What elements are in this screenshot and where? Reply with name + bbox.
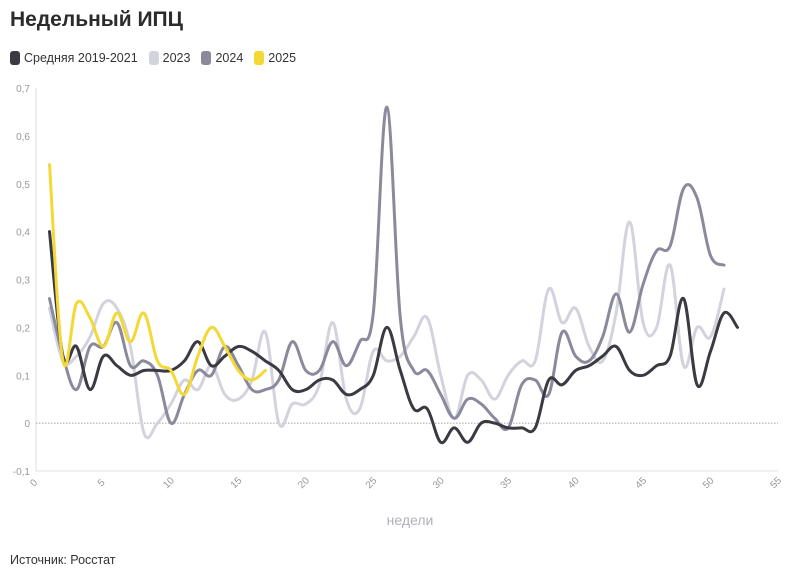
series-line-2025	[48, 163, 267, 396]
grid-layer	[35, 88, 778, 472]
x-tick-label: 20	[296, 475, 312, 491]
legend-item-2025: 2025	[254, 51, 296, 65]
series-line-2024	[48, 105, 726, 432]
x-tick-label: 35	[499, 475, 515, 491]
x-tick-label: 5	[96, 477, 108, 489]
y-tick-label: 0,3	[16, 276, 30, 287]
source-note: Источник: Росстат	[10, 553, 116, 567]
tick-layer: -0,100,10,20,30,40,50,60,70 5 10 15 20 25 30 35…	[13, 84, 785, 491]
x-tick-label: 40	[566, 475, 582, 491]
legend: Средняя 2019-2021 2023 2024 2025	[10, 51, 307, 65]
x-tick-label: 15	[229, 475, 245, 491]
legend-label-2023: 2023	[162, 51, 191, 65]
x-tick-label: 25	[364, 475, 380, 491]
legend-swatch-2024	[201, 51, 212, 65]
legend-label-2025: 2025	[268, 51, 297, 65]
legend-label-2024: 2024	[215, 51, 244, 65]
legend-swatch-2023	[148, 51, 159, 65]
y-tick-label: 0,4	[16, 228, 30, 239]
series-layer	[48, 105, 739, 445]
legend-item-2023: 2023	[148, 51, 191, 65]
y-tick-label: 0,7	[16, 84, 30, 95]
legend-swatch-avg	[10, 51, 20, 65]
y-tick-label: -0,1	[13, 467, 31, 478]
y-tick-label: 0,5	[16, 180, 30, 191]
legend-item-2024: 2024	[201, 51, 243, 65]
legend-label-avg: Средняя 2019-2021	[24, 51, 138, 65]
x-tick-label: 55	[768, 475, 784, 491]
x-tick-label: 50	[701, 475, 717, 491]
x-tick-label: 0	[28, 477, 40, 489]
x-tick-label: 10	[161, 475, 177, 491]
y-tick-label: 0,1	[16, 371, 30, 382]
y-tick-label: 0	[24, 419, 30, 430]
x-tick-label: 45	[634, 475, 650, 491]
x-axis-label: недели	[387, 512, 434, 528]
y-tick-label: 0,6	[16, 132, 30, 143]
legend-item-avg: Средняя 2019-2021	[10, 51, 138, 65]
legend-swatch-2025	[254, 51, 265, 65]
chart-title: Недельный ИПЦ	[10, 8, 183, 31]
series-line-avg	[48, 230, 739, 445]
y-tick-label: 0,2	[16, 323, 30, 334]
x-tick-label: 30	[431, 475, 447, 491]
